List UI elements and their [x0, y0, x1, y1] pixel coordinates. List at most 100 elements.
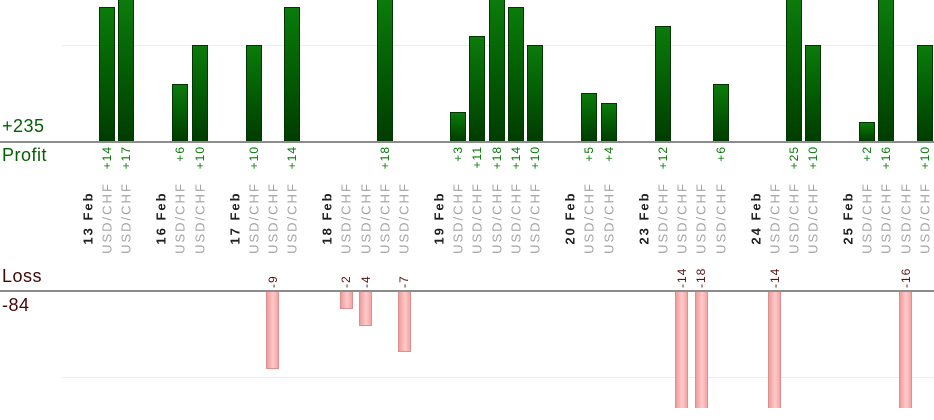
date-label: 18 Feb	[319, 191, 335, 245]
symbol-label: USD/CHF	[581, 182, 597, 254]
profit-value-label: +10	[246, 146, 261, 170]
symbol-label: USD/CHF	[489, 182, 505, 254]
profit-bar	[488, 0, 505, 141]
symbol-label: USD/CHF	[898, 182, 914, 254]
loss-bar	[675, 292, 689, 408]
profit-bar	[805, 45, 822, 141]
loss-value-label: -16	[898, 267, 913, 288]
profit-bar	[376, 0, 393, 141]
date-label: 23 Feb	[636, 191, 652, 245]
profit-value-label: +5	[582, 146, 597, 162]
profit-value-label: +17	[119, 146, 134, 170]
symbol-label: USD/CHF	[767, 182, 782, 254]
symbol-label: USD/CHF	[118, 182, 134, 254]
loss-value-label: -14	[674, 267, 689, 288]
date-label: 24 Feb	[748, 191, 763, 245]
symbol-label: USD/CHF	[284, 182, 300, 254]
profit-value-label: +6	[173, 146, 188, 162]
symbol-label: USD/CHF	[805, 182, 821, 254]
date-label: 16 Feb	[153, 191, 169, 245]
loss-gridline	[62, 377, 934, 378]
date-label: 25 Feb	[840, 191, 856, 245]
profit-value-label: +16	[879, 146, 894, 170]
symbol-label: USD/CHF	[917, 182, 933, 254]
profit-bar	[859, 122, 876, 141]
date-label: 19 Feb	[431, 191, 447, 245]
loss-total: -84	[2, 295, 30, 315]
profit-axis-line	[0, 141, 934, 143]
profit-value-label: +10	[918, 146, 932, 170]
profit-bar	[600, 103, 617, 141]
profit-value-label: +4	[601, 146, 616, 162]
symbol-label: USD/CHF	[358, 182, 373, 254]
profit-bar	[469, 36, 486, 141]
profit-value-label: +11	[470, 146, 485, 169]
loss-bar	[694, 292, 708, 408]
symbol-label: USD/CHF	[786, 182, 802, 254]
profit-value-label: +2	[860, 146, 875, 162]
symbol-label: USD/CHF	[450, 182, 466, 254]
symbol-label: USD/CHF	[693, 182, 709, 254]
symbol-label: USD/CHF	[859, 182, 875, 254]
profit-bar	[581, 93, 598, 141]
loss-value-label: -18	[694, 267, 709, 288]
profit-value-label: +10	[192, 146, 207, 170]
profit-value-label: +14	[100, 146, 114, 170]
symbol-label: USD/CHF	[172, 182, 188, 254]
profit-bar	[527, 45, 544, 141]
symbol-label: USD/CHF	[508, 182, 524, 254]
symbol-label: USD/CHF	[713, 182, 728, 254]
profit-value-label: +3	[451, 146, 466, 162]
symbol-label: USD/CHF	[338, 182, 354, 254]
symbol-label: USD/CHF	[469, 182, 485, 254]
symbol-label: USD/CHF	[396, 182, 412, 254]
loss-axis-line	[0, 290, 934, 292]
profit-bar	[654, 26, 671, 141]
profit-bar	[99, 7, 115, 141]
profit-value-label: +18	[489, 146, 504, 170]
loss-bar	[266, 292, 280, 369]
profit-bar	[172, 84, 189, 141]
symbol-label: USD/CHF	[377, 182, 393, 254]
profit-value-label: +25	[786, 146, 801, 170]
loss-bar	[899, 292, 913, 408]
profit-axis-label: Profit	[2, 145, 48, 165]
profit-value-label: +12	[655, 146, 670, 170]
symbol-label: USD/CHF	[99, 182, 115, 254]
profit-bar	[878, 0, 895, 141]
profit-bar	[450, 112, 467, 141]
symbol-label: USD/CHF	[527, 182, 543, 254]
profit-value-label: +14	[285, 146, 300, 170]
profit-total: +235	[2, 116, 45, 136]
profit-value-label: +6	[713, 146, 728, 162]
loss-value-label: -2	[339, 275, 354, 288]
loss-bar	[768, 292, 781, 408]
profit-bar	[118, 0, 135, 141]
symbol-label: USD/CHF	[601, 182, 617, 254]
date-label: 13 Feb	[80, 191, 96, 245]
loss-value-label: -9	[265, 275, 280, 288]
profit-value-label: +14	[509, 146, 523, 170]
loss-value-label: -14	[767, 267, 782, 288]
symbol-label: USD/CHF	[265, 182, 281, 254]
profit-bar	[785, 0, 802, 141]
profit-bar	[191, 45, 208, 141]
profit-bar	[245, 45, 262, 141]
symbol-label: USD/CHF	[655, 182, 671, 254]
symbol-label: USD/CHF	[878, 182, 894, 254]
profit-bar	[284, 7, 301, 141]
symbol-label: USD/CHF	[674, 182, 690, 254]
loss-bar	[359, 292, 372, 326]
profit-value-label: +10	[528, 146, 543, 170]
date-label: 20 Feb	[562, 191, 578, 245]
profit-bar	[712, 84, 729, 141]
date-label: 17 Feb	[227, 191, 243, 245]
profit-bar	[508, 7, 524, 141]
symbol-label: USD/CHF	[246, 182, 262, 254]
profit-bar	[917, 45, 933, 141]
profit-value-label: +18	[377, 146, 392, 170]
symbol-label: USD/CHF	[192, 182, 208, 254]
loss-axis-label: Loss	[2, 266, 43, 286]
loss-bar	[397, 292, 411, 352]
